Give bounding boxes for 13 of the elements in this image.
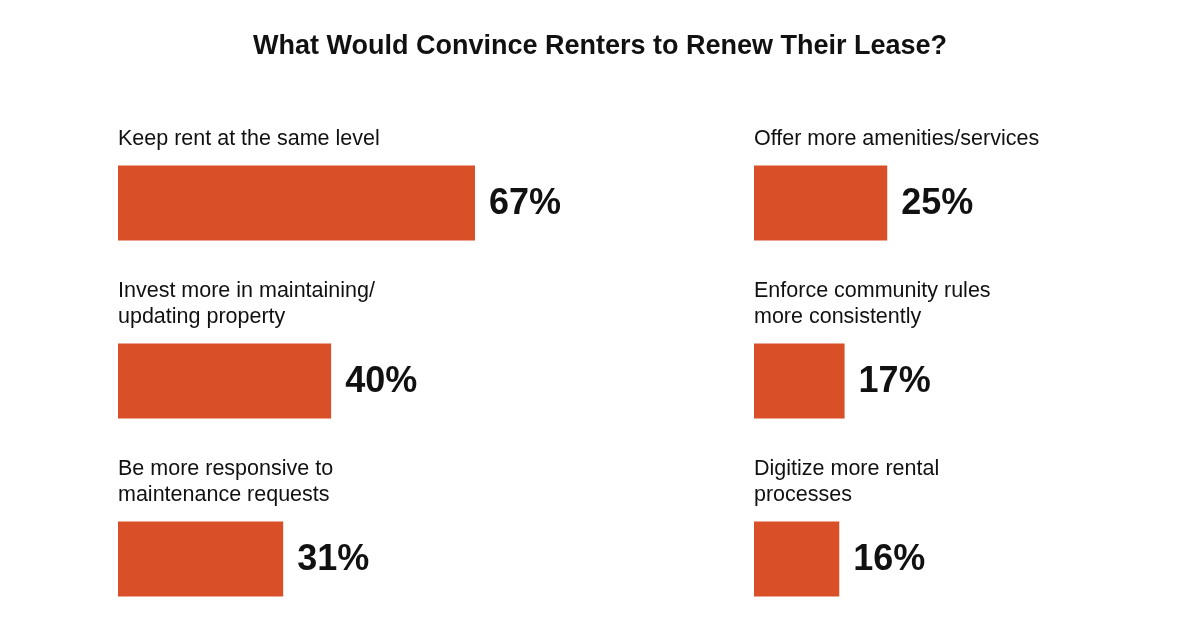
data-label: 31% <box>297 537 370 578</box>
text: What Would Convince Renters to Renew Their Lease? <box>251 30 949 61</box>
data-label: 17% <box>858 359 931 400</box>
data-label: 25% <box>901 181 974 222</box>
y-tick-label: Enforce community rules more consistently <box>754 278 991 328</box>
data-label: 40% <box>345 359 418 400</box>
y-tick-label: Invest more in maintaining/ updating property <box>118 278 375 328</box>
y-tick-label: Digitize more rental processes <box>754 456 940 506</box>
data-label: 67% <box>489 181 562 222</box>
data-label: 16% <box>853 537 926 578</box>
y-tick-label: Be more responsive to maintenance requests <box>118 456 334 506</box>
y-tick-label: Keep rent at the same level <box>118 126 380 150</box>
y-tick-label: Offer more amenities/services <box>754 126 1040 150</box>
